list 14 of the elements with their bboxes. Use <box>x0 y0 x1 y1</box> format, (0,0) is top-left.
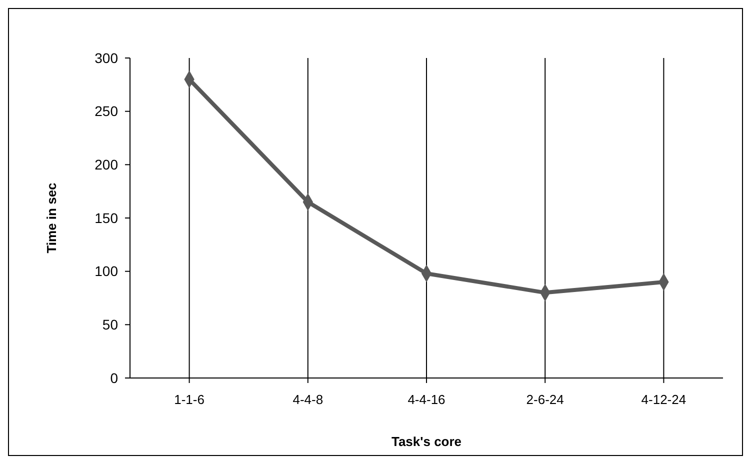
x-tick-label: 4-12-24 <box>641 392 686 407</box>
y-tick-label: 150 <box>94 210 118 226</box>
y-tick-label: 50 <box>102 316 118 333</box>
x-tick-label: 2-6-24 <box>526 392 564 407</box>
y-tick-label: 0 <box>110 370 118 386</box>
x-tick-label: 4-4-16 <box>408 392 446 407</box>
y-tick-label: 300 <box>94 50 118 66</box>
y-tick-label: 100 <box>94 263 118 280</box>
y-tick-label: 200 <box>94 156 118 173</box>
x-tick-label: 4-4-8 <box>292 392 324 407</box>
y-tick-label: 250 <box>94 103 118 120</box>
x-tick-label: 1-1-6 <box>174 392 204 407</box>
y-axis-title: Time in sec <box>44 182 59 254</box>
x-axis-title: Task's core <box>391 434 462 449</box>
